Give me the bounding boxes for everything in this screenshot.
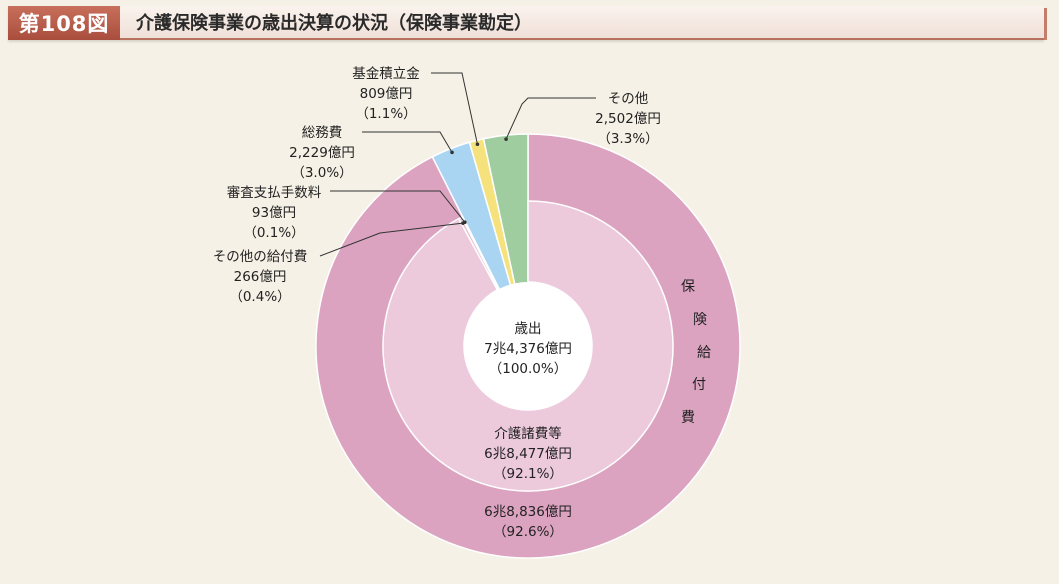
vertical-label-char-5: 費 [681,410,695,426]
center-label-percent: （100.0%） [489,361,567,377]
center-label-title: 歳出 [515,321,542,337]
leader-other-benefits-tip [461,221,465,225]
header-bar [8,6,1044,40]
review-fees-label: 審査支払手数料 [227,185,322,201]
admin-costs-value: 2,229億円 [289,145,355,161]
review-fees-percent: （0.1%） [243,225,304,241]
center-label-value: 7兆4,376億円 [484,341,572,357]
vertical-label-char-1: 保 [681,279,695,295]
figure-number-badge: 第108図 [8,6,120,40]
others-label: その他 [608,91,649,107]
insurance-benefits-percent: （92.6%） [493,524,563,540]
fund-reserve-label: 基金積立金 [352,65,420,82]
vertical-label-char-2: 険 [693,312,707,328]
header-edge [1044,8,1047,40]
leader-fund-reserve-tip [475,142,480,147]
other-benefits-percent: （0.4%） [229,289,290,305]
others-value: 2,502億円 [595,111,661,127]
leader-other-benefits [319,222,463,257]
leader-fund-reserve [431,72,478,145]
fund-reserve-percent: （1.1%） [355,106,416,122]
admin-costs-label: 総務費 [302,125,343,141]
center-hole [464,282,592,410]
fund-reserve-value: 809億円 [360,86,413,102]
other-benefits-label: その他の給付費 [213,249,308,265]
admin-costs-percent: （3.0%） [291,165,352,181]
leader-review-fees [330,190,466,223]
review-fees-value: 93億円 [252,205,296,221]
leader-admin-costs-tip [450,150,454,155]
vertical-label-char-3: 給 [697,345,711,361]
vertical-label-char-4: 付 [692,377,706,393]
care-costs-label: 介護諸費等 [494,425,562,442]
figure-title: 介護保険事業の歳出決算の状況（保険事業勘定） [136,13,532,34]
figure-header: 第108図 介護保険事業の歳出決算の状況（保険事業勘定） [0,0,1059,44]
leader-others [505,97,596,140]
chart-slices [315,133,741,559]
leader-others-tip [504,137,508,141]
other-benefits-value: 266億円 [234,269,287,285]
others-percent: （3.3%） [597,131,658,147]
insurance-benefits-value: 6兆8,836億円 [484,504,572,520]
leader-admin-costs [362,131,453,153]
care-costs-percent: （92.1%） [493,466,563,482]
care-costs-value: 6兆8,477億円 [484,446,572,462]
leader-lines [319,72,596,257]
